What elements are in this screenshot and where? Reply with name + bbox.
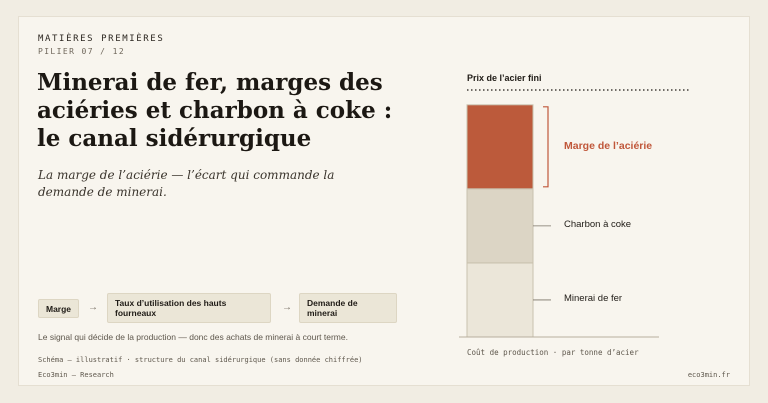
stack-segment-marge xyxy=(466,104,534,190)
chart-note: Schéma — illustratif · structure du cana… xyxy=(38,356,363,364)
flow-step-demand: Demande de minerai xyxy=(299,293,397,323)
flow-caption: Le signal qui décide de la production — … xyxy=(38,332,348,342)
stack-segment-minerai xyxy=(466,262,534,338)
arrow-right-icon: → xyxy=(282,302,292,313)
stack-svg xyxy=(459,89,689,338)
card: MATIÈRES PREMIÈRES PILIER 07 / 12 Minera… xyxy=(18,16,750,386)
flow-step-margin: Marge xyxy=(38,299,79,318)
axis-label: Coût de production · par tonne d’acier xyxy=(467,348,639,357)
segment-label-marge: Marge de l’aciérie xyxy=(564,139,653,152)
cost-stack-chart: Prix de l’acier fini Minerai de fer Charb… xyxy=(459,69,729,359)
top-label: Prix de l’acier fini xyxy=(467,73,542,83)
stack-segment-charbon xyxy=(466,188,534,264)
pillar-number: PILIER 07 / 12 xyxy=(38,47,126,56)
page-title: Minerai de fer, marges des aciéries et c… xyxy=(37,69,393,152)
subtitle: La marge de l’aciérie — l’écart qui comm… xyxy=(38,168,335,199)
segment-label-minerai: Minerai de fer xyxy=(564,292,623,304)
segment-label-charbon: Charbon à coke xyxy=(564,218,632,230)
footer-brand: Eco3min — Research xyxy=(38,371,114,379)
eyebrow: MATIÈRES PREMIÈRES xyxy=(38,34,165,44)
arrow-right-icon: → xyxy=(88,302,98,313)
margin-bracket xyxy=(543,106,549,188)
footer-site: eco3min.fr xyxy=(687,371,730,379)
flow-step-utilisation: Taux d’utilisation des hauts fourneaux xyxy=(107,293,271,323)
